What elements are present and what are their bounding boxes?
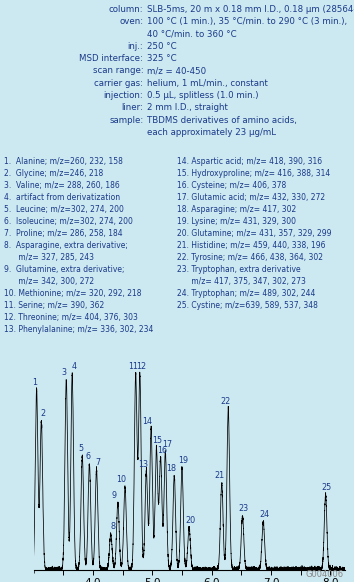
Text: 21: 21	[214, 471, 224, 480]
Text: 22. Tyrosine; m/z= 466, 438, 364, 302: 22. Tyrosine; m/z= 466, 438, 364, 302	[177, 253, 323, 262]
Text: 24: 24	[259, 510, 269, 519]
Text: 40 °C/min. to 360 °C: 40 °C/min. to 360 °C	[147, 29, 236, 38]
Text: 5.  Leucine; m/z=302, 274, 200: 5. Leucine; m/z=302, 274, 200	[4, 205, 124, 214]
Text: 250 °C: 250 °C	[147, 42, 177, 51]
Text: 325 °C: 325 °C	[147, 54, 177, 63]
Text: 4: 4	[72, 362, 76, 371]
Text: 22: 22	[221, 398, 231, 406]
Text: oven:: oven:	[119, 17, 143, 26]
Text: 23: 23	[239, 505, 249, 513]
Text: 19: 19	[178, 456, 188, 465]
Text: 15: 15	[153, 436, 163, 445]
Text: 15. Hydroxyproline; m/z= 416, 388, 314: 15. Hydroxyproline; m/z= 416, 388, 314	[177, 169, 330, 178]
Text: column:: column:	[109, 5, 143, 13]
Text: 9.  Glutamine, extra derivative;: 9. Glutamine, extra derivative;	[4, 265, 124, 274]
Text: m/z= 342, 300, 272: m/z= 342, 300, 272	[4, 277, 94, 286]
Text: 20. Glutamine; m/z= 431, 357, 329, 299: 20. Glutamine; m/z= 431, 357, 329, 299	[177, 229, 331, 238]
Text: 2 mm I.D., straight: 2 mm I.D., straight	[147, 104, 228, 112]
Text: 9: 9	[112, 491, 117, 500]
Text: 20: 20	[185, 516, 195, 525]
Text: m/z= 417, 375, 347, 302, 273: m/z= 417, 375, 347, 302, 273	[177, 277, 306, 286]
Text: 7: 7	[96, 457, 101, 467]
Text: 6.  Isoleucine; m/z=302, 274, 200: 6. Isoleucine; m/z=302, 274, 200	[4, 217, 132, 226]
Text: each approximately 23 μg/mL: each approximately 23 μg/mL	[147, 128, 276, 137]
Text: 14: 14	[143, 417, 153, 426]
Text: 8: 8	[110, 522, 115, 531]
Text: 100 °C (1 min.), 35 °C/min. to 290 °C (3 min.),: 100 °C (1 min.), 35 °C/min. to 290 °C (3…	[147, 17, 347, 26]
Text: 1.  Alanine; m/z=260, 232, 158: 1. Alanine; m/z=260, 232, 158	[4, 157, 122, 166]
Text: 11. Serine; m/z= 390, 362: 11. Serine; m/z= 390, 362	[4, 301, 104, 310]
Text: 10: 10	[116, 475, 126, 484]
Text: G004006: G004006	[305, 570, 343, 579]
Text: 0.5 μL, splitless (1.0 min.): 0.5 μL, splitless (1.0 min.)	[147, 91, 258, 100]
Text: 11: 11	[128, 362, 138, 371]
Text: 17: 17	[162, 440, 172, 449]
Text: 21. Histidine; m/z= 459, 440, 338, 196: 21. Histidine; m/z= 459, 440, 338, 196	[177, 241, 325, 250]
Text: m/z= 327, 285, 243: m/z= 327, 285, 243	[4, 253, 93, 262]
Text: scan range:: scan range:	[93, 66, 143, 75]
Text: 5: 5	[79, 444, 84, 453]
Text: 19. Lysine; m/z= 431, 329, 300: 19. Lysine; m/z= 431, 329, 300	[177, 217, 296, 226]
Text: 24. Tryptophan; m/z= 489, 302, 244: 24. Tryptophan; m/z= 489, 302, 244	[177, 289, 315, 298]
Text: 1: 1	[32, 378, 37, 387]
Text: 25. Cystine; m/z=639, 589, 537, 348: 25. Cystine; m/z=639, 589, 537, 348	[177, 301, 318, 310]
Text: injection:: injection:	[104, 91, 143, 100]
Text: 16: 16	[157, 446, 167, 455]
Text: 3: 3	[61, 368, 67, 377]
Text: 8.  Asparagine, extra derivative;: 8. Asparagine, extra derivative;	[4, 241, 127, 250]
Text: 18. Asparagine; m/z= 417, 302: 18. Asparagine; m/z= 417, 302	[177, 205, 296, 214]
Text: liner:: liner:	[121, 104, 143, 112]
Text: inj.:: inj.:	[128, 42, 143, 51]
Text: 4.  artifact from derivatization: 4. artifact from derivatization	[4, 193, 120, 202]
Text: 2.  Glycine; m/z=246, 218: 2. Glycine; m/z=246, 218	[4, 169, 103, 178]
Text: TBDMS derivatives of amino acids,: TBDMS derivatives of amino acids,	[147, 116, 297, 125]
Text: 2: 2	[41, 409, 46, 418]
Text: 10. Methionine; m/z= 320, 292, 218: 10. Methionine; m/z= 320, 292, 218	[4, 289, 141, 298]
Text: 14. Aspartic acid; m/z= 418, 390, 316: 14. Aspartic acid; m/z= 418, 390, 316	[177, 157, 322, 166]
Text: 17. Glutamic acid; m/z= 432, 330, 272: 17. Glutamic acid; m/z= 432, 330, 272	[177, 193, 325, 202]
Text: helium, 1 mL/min., constant: helium, 1 mL/min., constant	[147, 79, 268, 88]
Text: carrier gas:: carrier gas:	[95, 79, 143, 88]
Text: MSD interface:: MSD interface:	[80, 54, 143, 63]
Text: sample:: sample:	[109, 116, 143, 125]
Text: 18: 18	[166, 463, 176, 473]
Text: 13. Phenylalanine; m/z= 336, 302, 234: 13. Phenylalanine; m/z= 336, 302, 234	[4, 325, 153, 334]
Text: 23. Tryptophan, extra derivative: 23. Tryptophan, extra derivative	[177, 265, 301, 274]
Text: 12. Threonine; m/z= 404, 376, 303: 12. Threonine; m/z= 404, 376, 303	[4, 313, 137, 322]
Text: 3.  Valine; m/z= 288, 260, 186: 3. Valine; m/z= 288, 260, 186	[4, 181, 119, 190]
Text: 6: 6	[85, 452, 90, 461]
Text: 7.  Proline; m/z= 286, 258, 184: 7. Proline; m/z= 286, 258, 184	[4, 229, 122, 238]
Text: 16. Cysteine; m/z= 406, 378: 16. Cysteine; m/z= 406, 378	[177, 181, 286, 190]
Text: 12: 12	[137, 362, 147, 371]
Text: m/z = 40-450: m/z = 40-450	[147, 66, 206, 75]
Text: 13: 13	[138, 460, 148, 469]
Text: SLB-5ms, 20 m x 0.18 mm I.D., 0.18 μm (28564-U): SLB-5ms, 20 m x 0.18 mm I.D., 0.18 μm (2…	[147, 5, 354, 13]
Text: 25: 25	[322, 483, 332, 492]
